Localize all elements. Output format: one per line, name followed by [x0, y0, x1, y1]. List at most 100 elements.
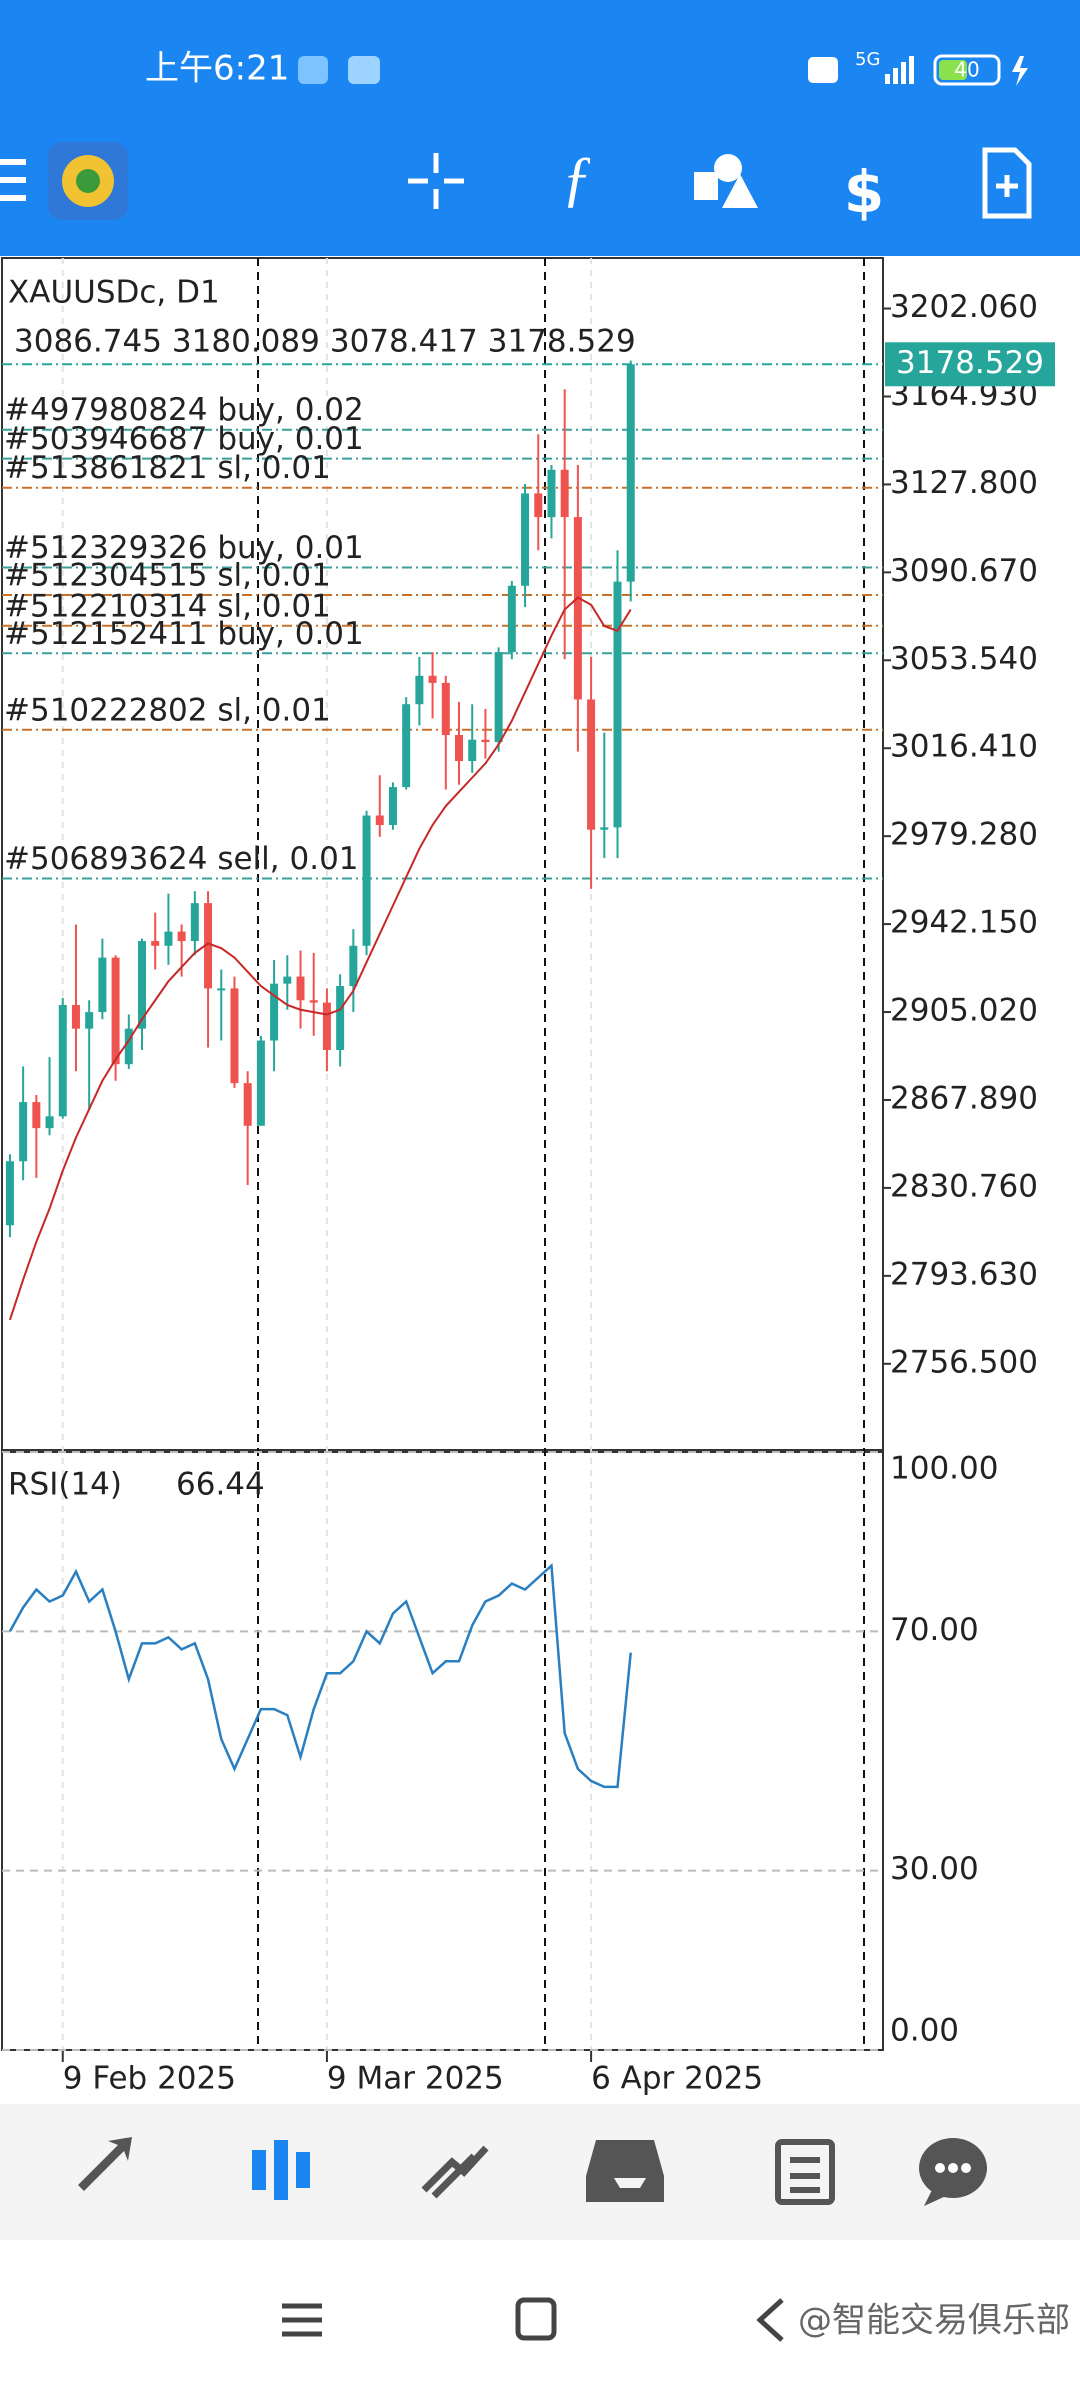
- rsi-value: 66.44: [176, 1467, 265, 1503]
- candle-body: [58, 1004, 67, 1117]
- candle-body: [217, 988, 226, 991]
- y-tick-label: 2979.280: [890, 817, 1038, 853]
- candle-body: [428, 675, 437, 683]
- price-tag-label: 3178.529: [896, 345, 1044, 381]
- y-tick-label: 3090.670: [890, 553, 1038, 589]
- status-icon: [348, 56, 380, 84]
- candle-body: [322, 1002, 331, 1050]
- battery-level: [939, 60, 967, 80]
- candle-body: [375, 815, 384, 825]
- ohlc-value: 3086.745: [14, 324, 162, 360]
- candle-body: [230, 988, 239, 1084]
- candle-body: [534, 493, 543, 518]
- candle-body: [587, 699, 596, 830]
- candle-body: [402, 704, 411, 788]
- candle-body: [270, 983, 279, 1041]
- crosshair-button[interactable]: [408, 153, 464, 209]
- watermark: @智能交易俱乐部: [798, 2301, 1070, 2341]
- sys-back-button[interactable]: [756, 2298, 784, 2342]
- app-logo-mark: [76, 169, 100, 193]
- candle-body: [85, 1012, 94, 1029]
- candle-body: [138, 941, 147, 1029]
- x-tick-label: 6 Apr 2025: [591, 2061, 763, 2097]
- candle-body: [507, 585, 516, 653]
- candle-body: [177, 931, 186, 942]
- order-label: #512329326 buy, 0.01: [4, 530, 364, 566]
- ohlc-header: 3086.745 3180.089 3078.417 3178.529: [14, 324, 636, 360]
- nav-trade[interactable]: [421, 2145, 489, 2199]
- candle-body: [441, 682, 450, 735]
- candle-body: [362, 815, 371, 946]
- status-icon: [298, 56, 328, 84]
- candle-body: [626, 364, 635, 582]
- objects-button[interactable]: [694, 154, 758, 208]
- y-tick-label: 2905.020: [890, 993, 1038, 1029]
- status-time: 上午6:21: [145, 49, 289, 89]
- battery-label: 40: [954, 58, 979, 82]
- candle-body: [573, 517, 582, 700]
- candle-body: [349, 945, 358, 987]
- candle-body: [5, 1161, 14, 1226]
- nav-news[interactable]: [775, 2139, 835, 2205]
- nav-chat[interactable]: [919, 2138, 987, 2206]
- app-header: [0, 0, 1080, 256]
- candle-body: [296, 976, 305, 1001]
- y-tick-label: 3202.060: [890, 289, 1038, 325]
- candle-body: [600, 827, 609, 830]
- order-label: #512152411 buy, 0.01: [4, 616, 364, 652]
- candle-body: [190, 903, 199, 942]
- candle-body: [494, 652, 503, 743]
- charging-icon: [1012, 56, 1028, 86]
- nav-chart[interactable]: [252, 2140, 310, 2200]
- nav-quotes[interactable]: [78, 2137, 132, 2191]
- y-tick-label: 2756.500: [890, 1344, 1038, 1380]
- candle-body: [309, 1000, 318, 1003]
- ohlc-value: 3178.529: [488, 324, 636, 360]
- candle-body: [124, 1028, 133, 1065]
- candle-body: [151, 941, 160, 946]
- candle-body: [336, 986, 345, 1050]
- candle-body: [415, 675, 424, 705]
- rsi-label: RSI(14): [8, 1467, 122, 1503]
- order-label: #513861821 sl, 0.01: [4, 450, 331, 486]
- candle-body: [164, 931, 173, 946]
- period-separators: [257, 258, 865, 2050]
- candle-body: [388, 787, 397, 825]
- bottom-nav: [0, 2104, 1080, 2240]
- moving-average: [8, 596, 632, 1321]
- y-tick-label: 70.00: [890, 1612, 979, 1648]
- battery-icon: [933, 54, 1001, 86]
- candle-body: [468, 739, 477, 762]
- candle-body: [455, 734, 464, 762]
- menu-button[interactable]: [0, 159, 26, 201]
- candle-body: [481, 739, 490, 743]
- price-panel: [1, 257, 884, 1451]
- candle-body: [19, 1102, 28, 1162]
- y-tick-label: 3053.540: [890, 641, 1038, 677]
- x-tick-label: 9 Feb 2025: [63, 2061, 236, 2097]
- candle-body: [204, 903, 213, 989]
- indicators-button[interactable]: ƒ: [562, 145, 593, 213]
- y-tick-label: 30.00: [890, 1851, 979, 1887]
- y-tick-label: 2867.890: [890, 1080, 1038, 1116]
- new-order-button[interactable]: [982, 147, 1032, 219]
- y-tick-label: 2942.150: [890, 905, 1038, 941]
- y-tick-label: 0.00: [890, 2013, 959, 2049]
- sys-menu-button[interactable]: [282, 2303, 322, 2337]
- order-label: #503946687 buy, 0.01: [4, 421, 364, 457]
- trade-button[interactable]: $: [844, 158, 884, 226]
- y-tick-label: 100.00: [890, 1451, 998, 1487]
- order-label: #510222802 sl, 0.01: [4, 692, 331, 728]
- nav-history[interactable]: [586, 2140, 664, 2202]
- candle-body: [45, 1116, 54, 1129]
- x-tick-label: 9 Mar 2025: [327, 2061, 504, 2097]
- candle-body: [71, 1004, 80, 1029]
- candle-body: [111, 957, 120, 1065]
- sys-home-button[interactable]: [515, 2297, 557, 2341]
- signal-icon: [885, 56, 914, 84]
- candle-body: [256, 1040, 265, 1126]
- y-tick-label: 2793.630: [890, 1256, 1038, 1292]
- order-label: #506893624 sell, 0.01: [4, 841, 359, 877]
- candle-body: [283, 976, 292, 984]
